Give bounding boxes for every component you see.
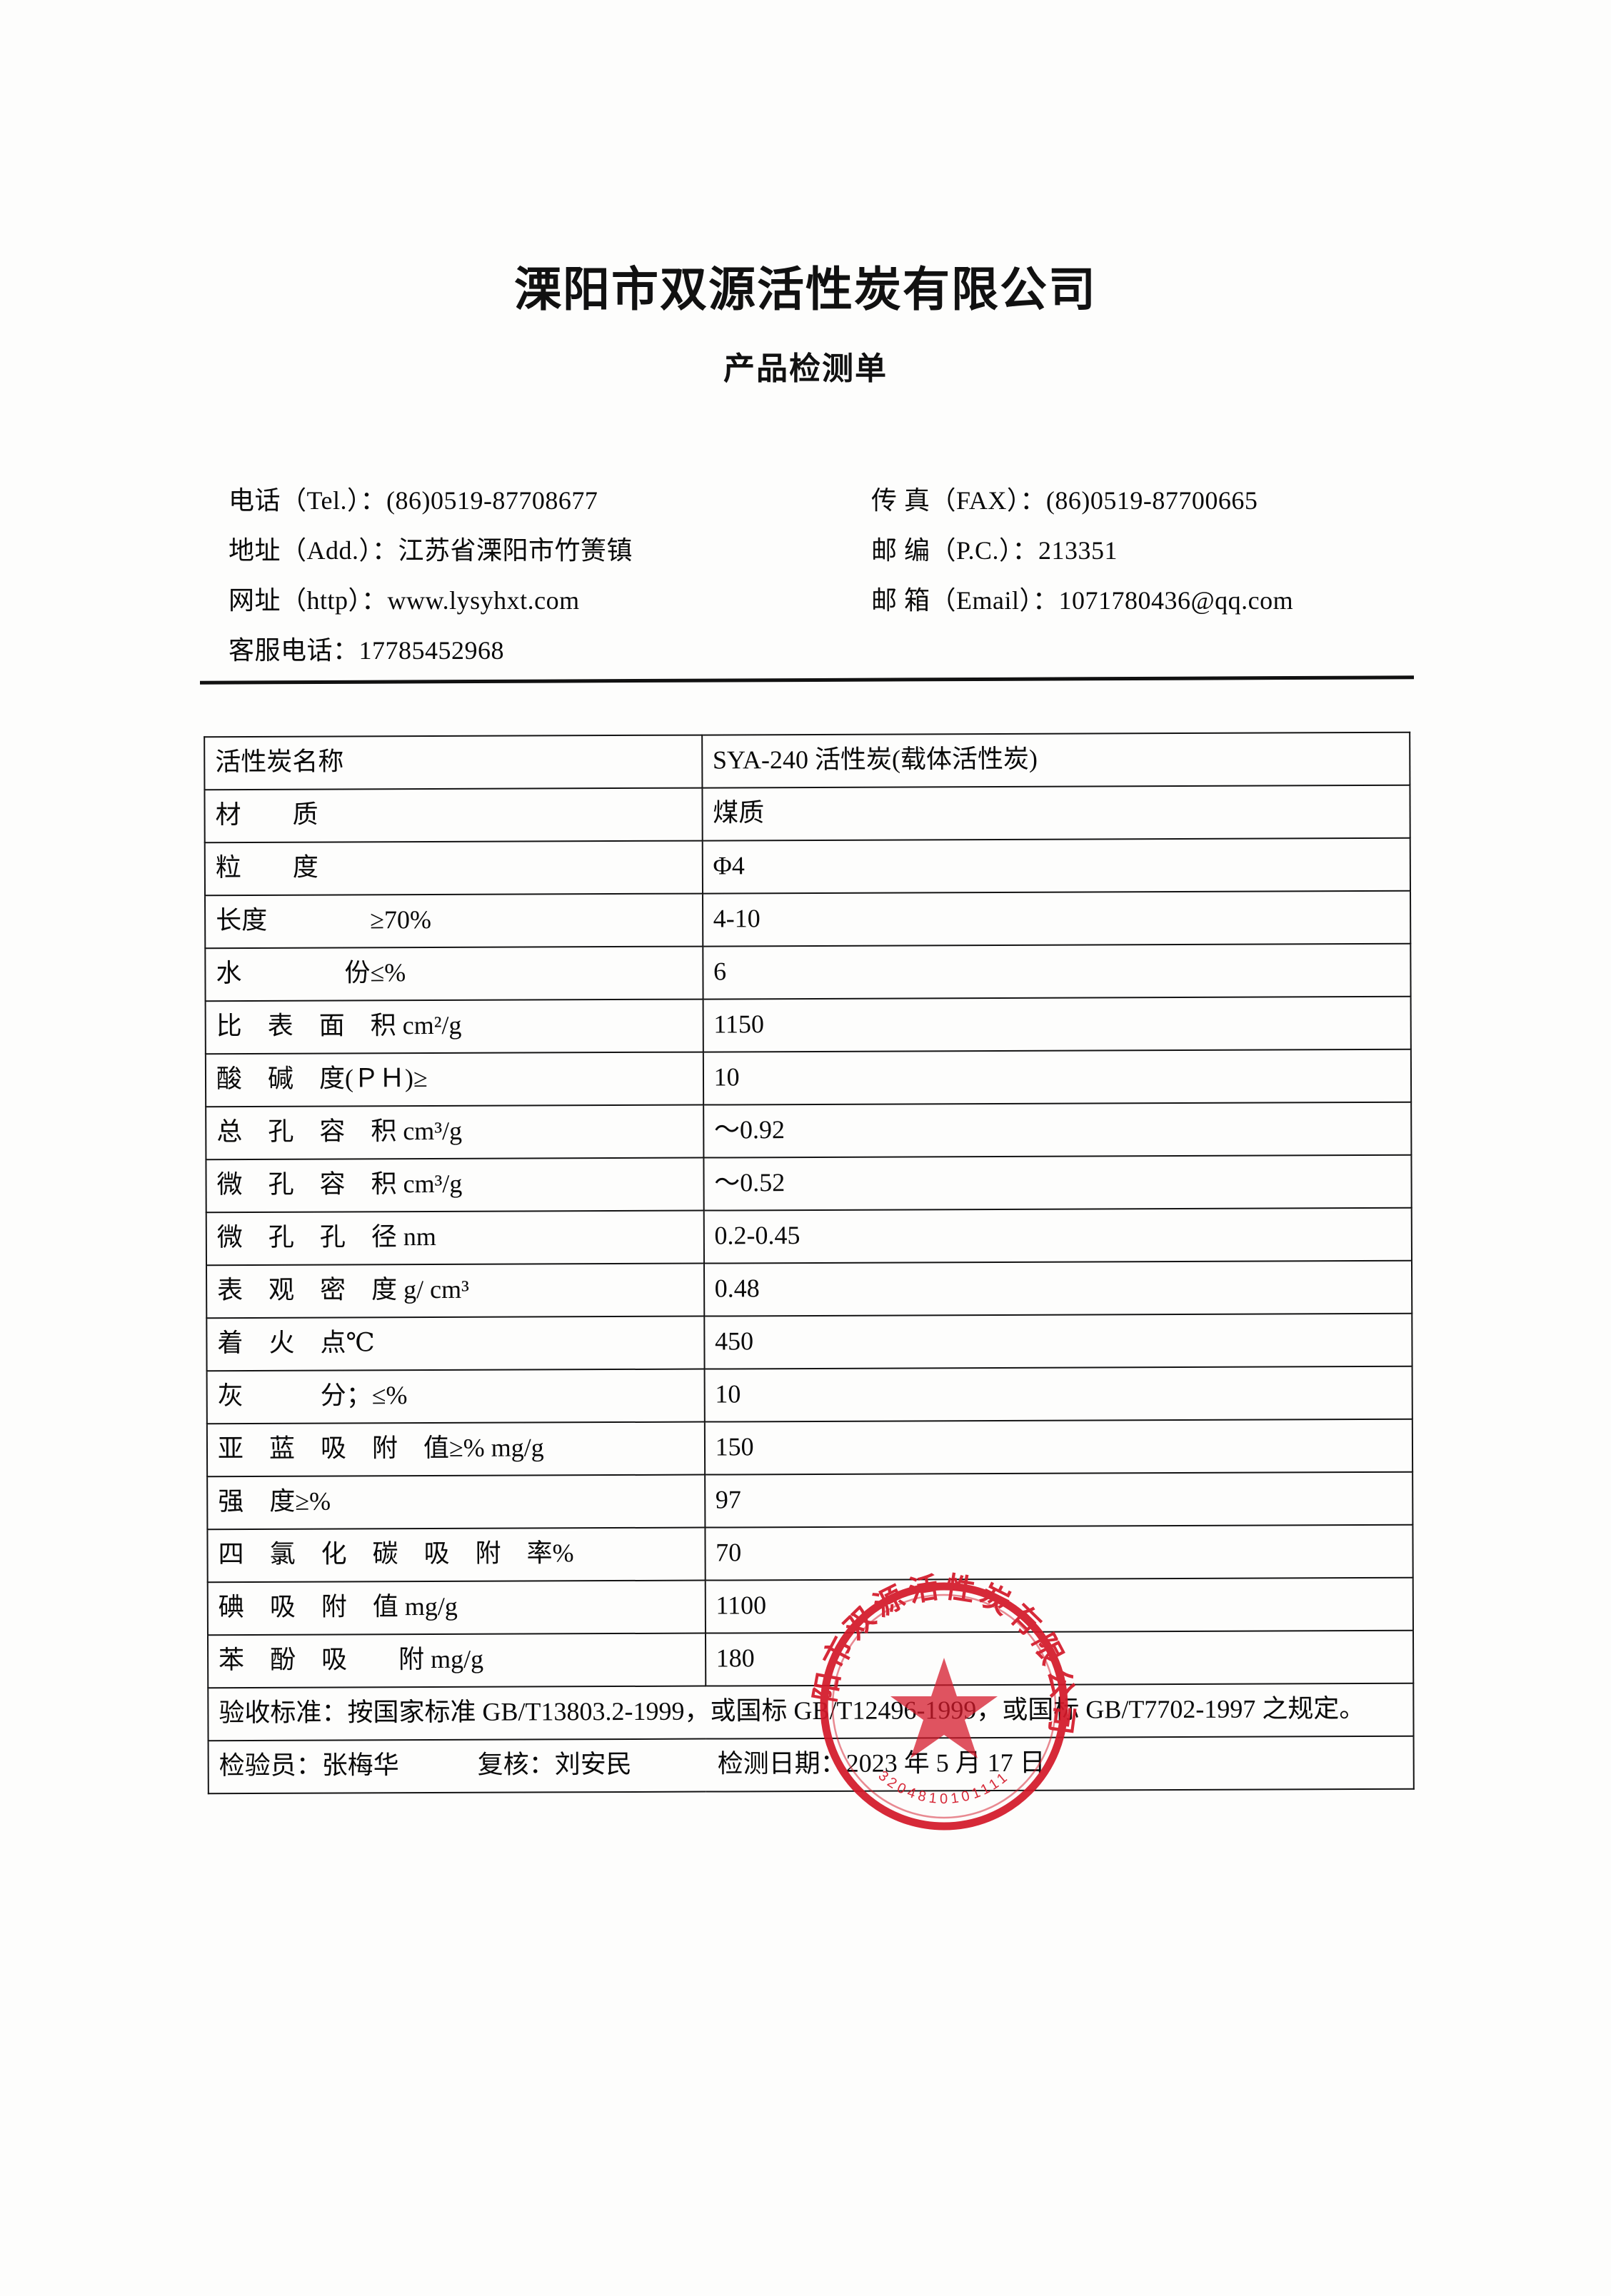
row-label: 亚 蓝 吸 附 值≥% mg/g xyxy=(206,1421,705,1477)
table-row: 总 孔 容 积 cm³/g ～0.92 xyxy=(206,1102,1412,1160)
row-label: 长度 ≥70% xyxy=(205,893,703,949)
row-value: 煤质 xyxy=(702,785,1410,841)
contact-row-website-email: 网址（http）：www.lysyhxt.com 邮 箱（Email）：1071… xyxy=(229,580,1442,621)
spec-table-wrapper: 活性炭名称 SYA-240 活性炭(载体活性炭) 材 质 煤质 粒 度 Φ4 长… xyxy=(204,732,1415,1794)
telephone-label: 电话（Tel.）： xyxy=(229,486,386,515)
table-row: 活性炭名称 SYA-240 活性炭(载体活性炭) xyxy=(204,732,1410,790)
email-line: 邮 箱（Email）：1071780436@qq.com xyxy=(871,580,1442,617)
website-value[interactable]: www.lysyhxt.com xyxy=(387,586,580,615)
document-subtitle: 产品检测单 xyxy=(723,351,888,386)
row-value: 0.2-0.45 xyxy=(703,1207,1412,1264)
row-value: 180 xyxy=(705,1630,1414,1686)
contact-row-tel-fax: 电话（Tel.）：(86)0519-87708677 传 真（FAX）：(86)… xyxy=(229,480,1442,521)
table-row: 酸 碱 度(ＰＨ)≥ 10 xyxy=(205,1049,1412,1107)
table-row: 灰 分；≤% 10 xyxy=(206,1366,1412,1424)
table-row: 微 孔 孔 径 nm 0.2-0.45 xyxy=(206,1207,1412,1266)
signoff-cell: 检验员：张梅华 复核：刘安民 检测日期：2023 年 5 月 17 日 xyxy=(208,1736,1414,1794)
website-label: 网址（http）： xyxy=(229,586,388,615)
company-title: 溧阳市双源活性炭有限公司 xyxy=(514,264,1097,316)
table-row: 长度 ≥70% 4-10 xyxy=(205,890,1411,949)
table-row: 着 火 点℃ 450 xyxy=(206,1313,1412,1371)
table-row: 粒 度 Φ4 xyxy=(204,837,1411,896)
table-row: 苯 酚 吸 附 mg/g 180 xyxy=(207,1630,1414,1688)
row-label: 微 孔 容 积 cm³/g xyxy=(206,1157,704,1213)
table-row: 微 孔 容 积 cm³/g ～0.52 xyxy=(206,1154,1412,1213)
row-value: 6 xyxy=(702,943,1411,1000)
header-divider xyxy=(199,675,1415,685)
row-value: ～0.92 xyxy=(703,1102,1412,1158)
row-value: 450 xyxy=(703,1313,1412,1369)
table-row: 碘 吸 附 值 mg/g 1100 xyxy=(207,1577,1413,1636)
row-label: 四 氯 化 碳 吸 附 率% xyxy=(207,1527,706,1583)
fax-value: (86)0519-87700665 xyxy=(1045,486,1258,515)
address-value: 江苏省溧阳市竹箦镇 xyxy=(398,536,633,565)
row-value: 4-10 xyxy=(702,890,1411,947)
inspector-name: 检验员：张梅华 xyxy=(219,1751,399,1781)
row-label: 材 质 xyxy=(204,787,703,843)
row-label: 水 份≤% xyxy=(205,946,703,1002)
table-row: 水 份≤% 6 xyxy=(205,943,1411,1002)
website-line: 网址（http）：www.lysyhxt.com xyxy=(229,580,871,617)
table-row: 强 度≥% 97 xyxy=(207,1471,1413,1530)
row-label: 强 度≥% xyxy=(207,1474,706,1530)
telephone-line: 电话（Tel.）：(86)0519-87708677 xyxy=(229,480,871,517)
fax-label: 传 真（FAX）： xyxy=(871,486,1046,515)
row-label: 比 表 面 积 cm²/g xyxy=(205,999,703,1054)
table-row: 材 质 煤质 xyxy=(204,785,1410,843)
table-row-signoff: 检验员：张梅华 复核：刘安民 检测日期：2023 年 5 月 17 日 xyxy=(208,1736,1414,1794)
row-value: SYA-240 活性炭(载体活性炭) xyxy=(701,732,1410,788)
acceptance-standard-note: 验收标准：按国家标准 GB/T13803.2-1999，或国标 GB/T1249… xyxy=(208,1683,1414,1741)
row-value: 150 xyxy=(704,1419,1413,1475)
spec-table: 活性炭名称 SYA-240 活性炭(载体活性炭) 材 质 煤质 粒 度 Φ4 长… xyxy=(204,732,1415,1794)
row-value: 0.48 xyxy=(703,1260,1412,1316)
row-label: 活性炭名称 xyxy=(204,735,703,790)
row-value: 97 xyxy=(704,1471,1413,1528)
row-value: 10 xyxy=(704,1366,1412,1422)
email-label: 邮 箱（Email）： xyxy=(871,586,1059,615)
service-phone-line: 客服电话：17785452968 xyxy=(229,630,1442,667)
row-value: ～0.52 xyxy=(703,1154,1412,1211)
postcode-label: 邮 编（P.C.）： xyxy=(871,536,1039,565)
postcode-line: 邮 编（P.C.）：213351 xyxy=(871,530,1442,567)
telephone-value: (86)0519-87708677 xyxy=(386,486,598,515)
table-row: 比 表 面 积 cm²/g 1150 xyxy=(205,996,1411,1054)
row-label: 碘 吸 附 值 mg/g xyxy=(207,1580,706,1636)
row-value: 1100 xyxy=(705,1577,1413,1633)
table-row-acceptance-note: 验收标准：按国家标准 GB/T13803.2-1999，或国标 GB/T1249… xyxy=(208,1683,1414,1741)
contact-row-address-postcode: 地址（Add.）：江苏省溧阳市竹箦镇 邮 编（P.C.）：213351 xyxy=(229,530,1442,571)
row-label: 总 孔 容 积 cm³/g xyxy=(206,1104,704,1160)
row-label: 粒 度 xyxy=(204,840,703,896)
fax-line: 传 真（FAX）：(86)0519-87700665 xyxy=(871,480,1442,517)
row-label: 着 火 点℃ xyxy=(206,1316,705,1371)
row-value: 1150 xyxy=(703,996,1411,1052)
table-row: 亚 蓝 吸 附 值≥% mg/g 150 xyxy=(206,1419,1413,1477)
table-row: 四 氯 化 碳 吸 附 率% 70 xyxy=(207,1524,1413,1583)
address-line: 地址（Add.）：江苏省溧阳市竹箦镇 xyxy=(229,530,871,567)
postcode-value: 213351 xyxy=(1038,536,1118,565)
row-label: 灰 分；≤% xyxy=(206,1369,705,1424)
row-label: 苯 酚 吸 附 mg/g xyxy=(207,1633,706,1688)
email-value[interactable]: 1071780436@qq.com xyxy=(1058,586,1294,615)
row-label: 微 孔 孔 径 nm xyxy=(206,1210,704,1266)
test-date: 检测日期：2023 年 5 月 17 日 xyxy=(717,1748,1045,1778)
row-label: 酸 碱 度(ＰＨ)≥ xyxy=(205,1052,703,1107)
reviewer-name: 复核：刘安民 xyxy=(477,1750,632,1779)
row-value: 70 xyxy=(705,1524,1413,1581)
service-phone-label: 客服电话： xyxy=(229,636,359,665)
row-value: 10 xyxy=(703,1049,1412,1105)
table-row: 表 观 密 度 g/ cm³ 0.48 xyxy=(206,1260,1412,1319)
service-phone-value: 17785452968 xyxy=(358,636,505,665)
row-label: 表 观 密 度 g/ cm³ xyxy=(206,1263,704,1319)
address-label: 地址（Add.）： xyxy=(229,536,398,565)
contact-block: 电话（Tel.）：(86)0519-87708677 传 真（FAX）：(86)… xyxy=(229,480,1442,667)
row-value: Φ4 xyxy=(702,837,1411,894)
